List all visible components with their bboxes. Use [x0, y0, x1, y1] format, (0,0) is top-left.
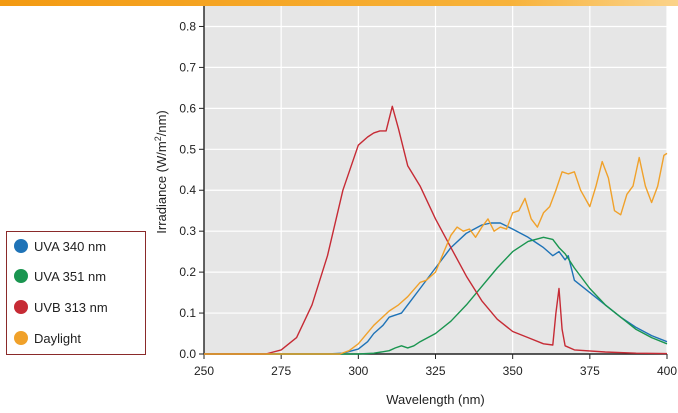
legend: UVA 340 nm UVA 351 nm UVB 313 nm Dayligh…: [6, 231, 146, 355]
y-axis-title: Irradiance (W/m2/nm): [153, 110, 169, 233]
y-tick-label: 0.0: [179, 347, 196, 361]
y-tick-label: 0.5: [179, 142, 196, 156]
series-line-3: [204, 152, 668, 355]
y-tick-label: 0.7: [179, 60, 196, 74]
x-tick-label: 350: [503, 364, 523, 378]
series-line-0: [204, 222, 668, 355]
legend-item-uvb313: UVB 313 nm: [14, 298, 108, 316]
x-tick-label: 375: [580, 364, 600, 378]
x-tick-label: 275: [271, 364, 291, 378]
y-tick-labels: 0.0 0.1 0.2 0.3 0.4 0.5 0.6 0.7 0.8: [179, 19, 204, 361]
legend-item-uva340: UVA 340 nm: [14, 237, 106, 255]
legend-label: UVA 351 nm: [34, 268, 107, 284]
y-tick-label: 0.2: [179, 265, 196, 279]
grid-lines: [204, 6, 668, 354]
legend-item-uva351: UVA 351 nm: [14, 267, 106, 285]
legend-label: UVA 340 nm: [34, 238, 107, 254]
y-axis-title-sup: 2: [153, 136, 163, 141]
y-tick-label: 0.1: [179, 306, 196, 320]
y-axis-title-prefix: Irradiance (W/m: [154, 141, 169, 233]
legend-item-daylight: Daylight: [14, 329, 81, 347]
x-tick-label: 250: [194, 364, 214, 378]
y-axis-title-suffix: /nm): [154, 110, 169, 136]
x-tick-label: 300: [348, 364, 368, 378]
legend-dot-icon: [14, 331, 28, 345]
x-tick-label: 400: [657, 364, 677, 378]
legend-dot-icon: [14, 269, 28, 283]
x-tick-label: 325: [425, 364, 445, 378]
legend-dot-icon: [14, 239, 28, 253]
y-tick-label: 0.8: [179, 19, 196, 33]
legend-label: UVB 313 nm: [34, 299, 108, 315]
series-line-2: [204, 105, 668, 355]
series-lines: [204, 105, 668, 355]
legend-label: Daylight: [34, 330, 81, 346]
y-tick-label: 0.6: [179, 101, 196, 115]
top-accent-bar: [0, 0, 678, 6]
y-tick-label: 0.4: [179, 183, 196, 197]
y-tick-label: 0.3: [179, 224, 196, 238]
x-axis-title: Wavelength (nm): [386, 392, 485, 407]
x-tick-labels: 250 275 300 325 350 375 400: [194, 354, 677, 378]
series-line-1: [204, 236, 668, 355]
legend-dot-icon: [14, 300, 28, 314]
